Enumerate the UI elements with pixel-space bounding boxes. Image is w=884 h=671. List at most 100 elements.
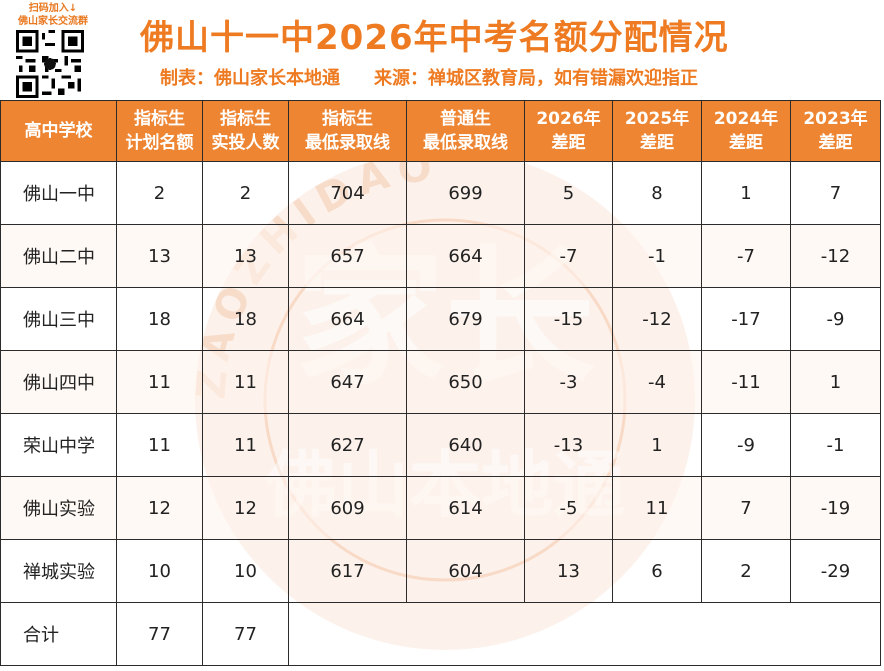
table-cell: 8: [612, 161, 702, 225]
column-header-line: 最低录取线: [423, 133, 508, 153]
column-header: 指标生 最低录取线: [288, 100, 407, 162]
column-header: 指标生 计划名额: [116, 100, 203, 162]
table-cell: 657: [288, 224, 407, 288]
column-header-line: 计划名额: [125, 133, 194, 153]
total-cell: 77: [202, 602, 289, 666]
column-header: 2023年差距: [790, 100, 881, 162]
table-cell: 664: [288, 287, 407, 351]
table-cell: -29: [790, 539, 881, 603]
table-cell: 6: [612, 539, 702, 603]
table-cell: -9: [701, 413, 791, 477]
table-cell: 13: [202, 224, 289, 288]
table-row: 佛山二中 13 13 657 664 -7 -1 -7 -12: [0, 224, 881, 288]
table-cell: 617: [288, 539, 407, 603]
table-cell: 11: [612, 476, 702, 540]
school-name-cell: 佛山三中: [0, 287, 117, 351]
column-header-line: 差距: [551, 133, 586, 153]
school-name-cell: 禅城实验: [0, 539, 117, 603]
column-header: 普通生 最低录取线: [406, 100, 525, 162]
table-row: 佛山一中 2 2 704 699 5 8 1 7: [0, 161, 881, 225]
table-row: 佛山实验 12 12 609 614 -5 11 7 -19: [0, 476, 881, 540]
column-header-line: 指标生: [322, 109, 373, 129]
column-header-line: 实投人数: [211, 133, 280, 153]
column-header-line: 差距: [729, 133, 763, 153]
table-row: 禅城实验 10 10 617 604 13 6 2 -29: [0, 539, 881, 603]
table-cell: 10: [116, 539, 203, 603]
column-header-line: 2023年: [803, 109, 868, 129]
table-cell: 614: [406, 476, 525, 540]
table-cell: -4: [612, 350, 702, 414]
column-header: 指标生 实投人数: [202, 100, 289, 162]
school-name-cell: 佛山一中: [0, 161, 117, 225]
table-cell: 18: [116, 287, 203, 351]
table-row: 佛山三中 18 18 664 679 -15 -12 -17 -9: [0, 287, 881, 351]
column-header-line: 指标生: [220, 109, 271, 129]
table-header-row: 高中学校 指标生 计划名额 指标生 实投人数 指标生 最低录取线 普通生 最低录取线 2026年差…: [0, 100, 881, 162]
school-name-cell: 佛山二中: [0, 224, 117, 288]
total-blank-cell: [288, 602, 881, 666]
table-cell: 11: [202, 350, 289, 414]
table-cell: 679: [406, 287, 525, 351]
table-cell: -1: [790, 413, 881, 477]
table-cell: 12: [116, 476, 203, 540]
table-cell: -5: [524, 476, 613, 540]
table-cell: 609: [288, 476, 407, 540]
table-cell: 2: [701, 539, 791, 603]
table-cell: -15: [524, 287, 613, 351]
column-header-line: 差距: [818, 133, 853, 153]
table-cell: 11: [202, 413, 289, 477]
table-cell: 650: [406, 350, 525, 414]
made-by-note: 制表：佛山家长本地通: [160, 68, 340, 89]
column-header-line: 普通生: [440, 109, 491, 129]
qr-caption-line2: 佛山家长交流群: [18, 16, 88, 27]
table-row: 佛山四中 11 11 647 650 -3 -4 -11 1: [0, 350, 881, 414]
table-cell: 1: [612, 413, 702, 477]
table-cell: -9: [790, 287, 881, 351]
table-body: 佛山一中 2 2 704 699 5 8 1 7 佛山二中 13 13 657 664 -7 -1 -7 -12 佛…: [0, 161, 881, 666]
column-header: 2026年 差距: [524, 100, 613, 162]
table-cell: 640: [406, 413, 525, 477]
school-name-cell: 荣山中学: [0, 413, 117, 477]
table-cell: 2: [202, 161, 289, 225]
table-cell: 1: [790, 350, 881, 414]
column-header: 高中学校: [0, 100, 117, 162]
table-cell: 12: [202, 476, 289, 540]
page-subtitle: 制表：佛山家长本地通 来源：禅城区教育局，如有错漏欢迎指正: [160, 64, 860, 90]
table-cell: -12: [790, 224, 881, 288]
table-cell: -7: [524, 224, 613, 288]
table-row: 荣山中学 11 11 627 640 -13 1 -9 -1: [0, 413, 881, 477]
table-cell: 13: [524, 539, 613, 603]
school-name-cell: 佛山四中: [0, 350, 117, 414]
table-cell: -13: [524, 413, 613, 477]
total-cell: 77: [116, 602, 203, 666]
qr-code-image[interactable]: [16, 30, 84, 98]
table-cell: 13: [116, 224, 203, 288]
qr-caption-line1: 扫码加入↓: [28, 3, 78, 14]
table-cell: 11: [116, 350, 203, 414]
table-cell: 647: [288, 350, 407, 414]
table-cell: 699: [406, 161, 525, 225]
qr-caption: 扫码加入↓ 佛山家长交流群: [12, 2, 94, 28]
total-label-cell: 合计: [0, 602, 117, 666]
table-cell: 10: [202, 539, 289, 603]
table-cell: -12: [612, 287, 702, 351]
table-cell: -17: [701, 287, 791, 351]
table-cell: -7: [701, 224, 791, 288]
total-row: 合计 77 77: [0, 602, 881, 666]
column-header-line: 最低录取线: [305, 133, 390, 153]
page-title: 佛山十一中2026年中考名额分配情况: [140, 18, 729, 58]
column-header-line: 指标生: [134, 109, 185, 129]
table-cell: -19: [790, 476, 881, 540]
table-cell: 7: [790, 161, 881, 225]
table-cell: 627: [288, 413, 407, 477]
table-cell: 5: [524, 161, 613, 225]
table-cell: 604: [406, 539, 525, 603]
table-cell: 2: [116, 161, 203, 225]
column-header: 2024年差距: [701, 100, 791, 162]
column-header-line: 2024年: [713, 109, 779, 129]
table-cell: 704: [288, 161, 407, 225]
column-header-line: 2025年: [624, 109, 690, 129]
table-cell: 18: [202, 287, 289, 351]
table-cell: -3: [524, 350, 613, 414]
column-header-line: 差距: [640, 133, 674, 153]
